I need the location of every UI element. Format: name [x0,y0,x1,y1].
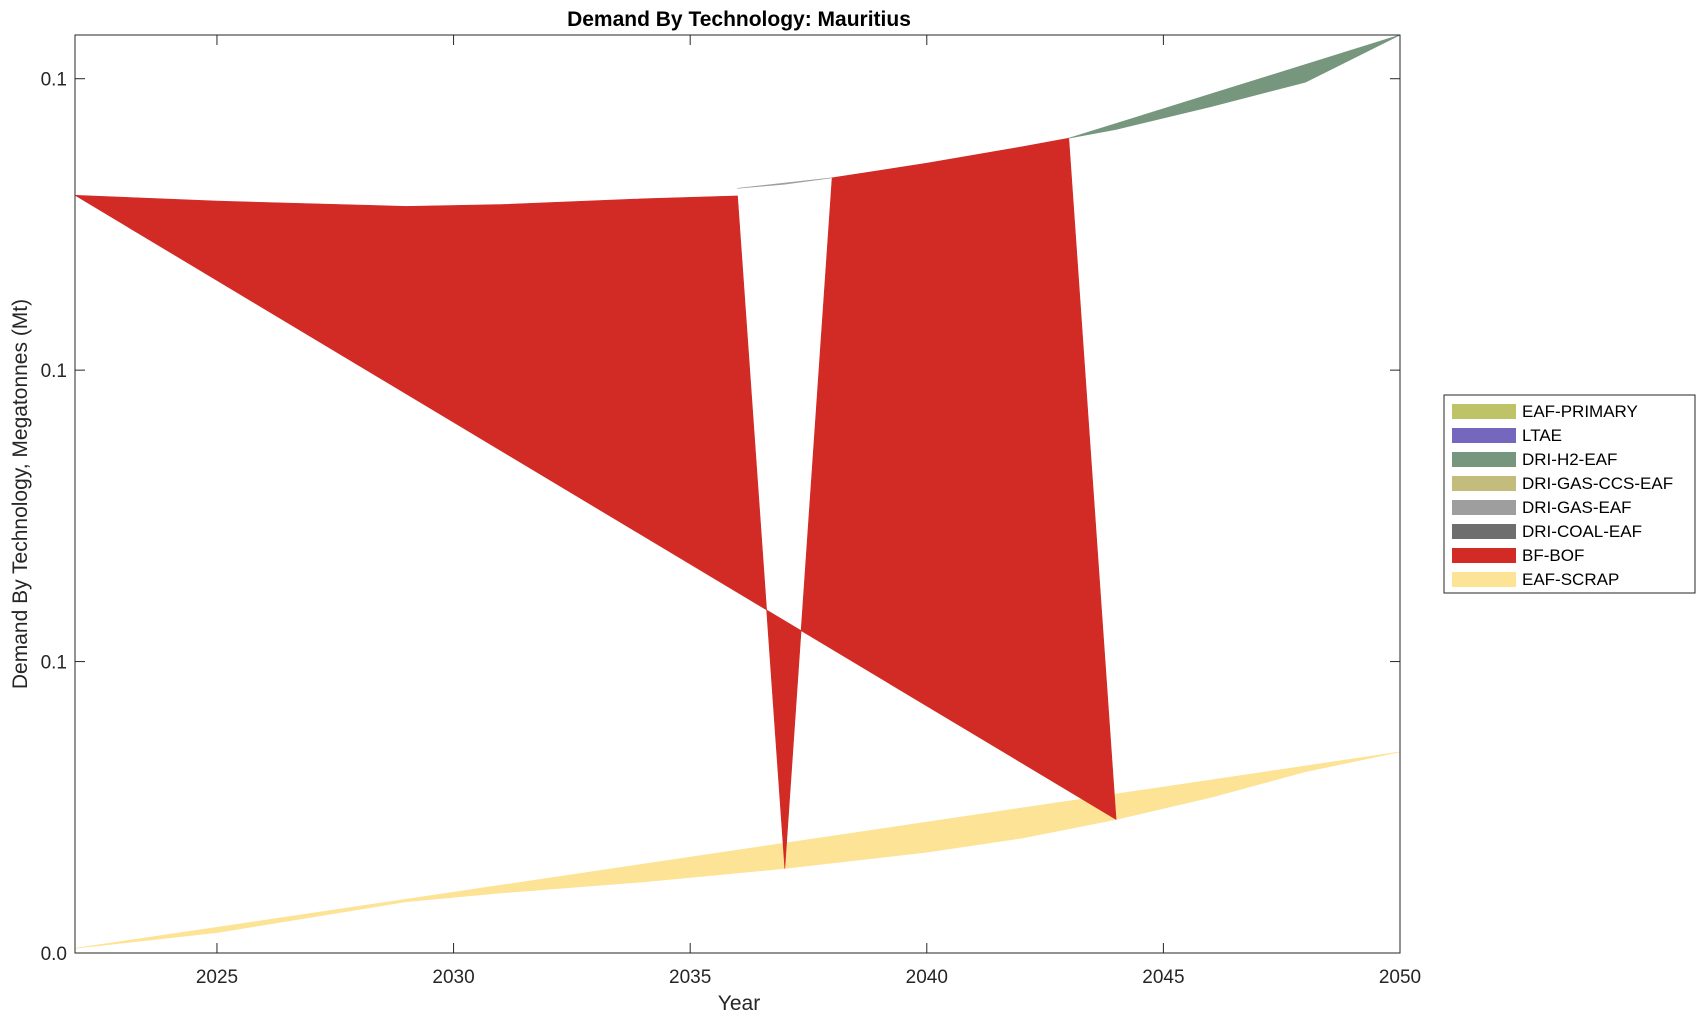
legend-label-ltae: LTAE [1522,426,1562,445]
plot-areas [74,34,1401,949]
y-axis: 0.0 0.1 0.1 0.1 [41,70,1400,965]
x-tick-label-2030: 2030 [432,967,474,988]
y-tick-label-1: 0.1 [41,653,67,674]
area-dri-h2-eaf [1068,34,1401,139]
y-tick-label-3: 0.1 [41,70,67,91]
chart-title: Demand By Technology: Mauritius [567,8,911,31]
area-bf-bof [74,137,1117,869]
legend-swatch-dri-gas-eaf [1452,500,1516,515]
legend-label-dri-gas-ccs-eaf: DRI-GAS-CCS-EAF [1522,474,1673,493]
x-axis: 2025 2030 2035 2040 2045 2050 [196,35,1421,988]
x-tick-label-2025: 2025 [196,967,238,988]
x-tick-label-2050: 2050 [1379,967,1421,988]
legend-swatch-ltae [1452,428,1516,443]
y-axis-title: Demand By Technology, Megatonnes (Mt) [9,299,32,689]
area-dri-gas-eaf [737,177,833,189]
plot-frame [74,34,1401,954]
legend-label-dri-h2-eaf: DRI-H2-EAF [1522,450,1617,469]
legend-swatch-bf-bof [1452,548,1516,563]
y-tick-label-2: 0.1 [41,361,67,382]
legend-label-eaf-scrap: EAF-SCRAP [1522,570,1619,589]
legend-label-bf-bof: BF-BOF [1522,546,1584,565]
x-tick-label-2045: 2045 [1142,967,1184,988]
legend-swatch-dri-h2-eaf [1452,452,1516,467]
legend: EAF-PRIMARY LTAE DRI-H2-EAF DRI-GAS-CCS-EAF… [1443,394,1696,594]
legend-swatch-eaf-primary [1452,404,1516,419]
x-axis-title: Year [718,992,760,1015]
legend-label-eaf-primary: EAF-PRIMARY [1522,402,1638,421]
x-tick-label-2040: 2040 [906,967,948,988]
area-eaf-scrap [74,751,1401,949]
y-tick-label-0: 0.0 [41,944,67,965]
legend-label-dri-gas-eaf: DRI-GAS-EAF [1522,498,1632,517]
legend-swatch-eaf-scrap [1452,572,1516,587]
x-tick-label-2035: 2035 [669,967,711,988]
legend-label-dri-coal-eaf: DRI-COAL-EAF [1522,522,1642,541]
legend-swatch-dri-coal-eaf [1452,524,1516,539]
legend-swatch-dri-gas-ccs-eaf [1452,476,1516,491]
